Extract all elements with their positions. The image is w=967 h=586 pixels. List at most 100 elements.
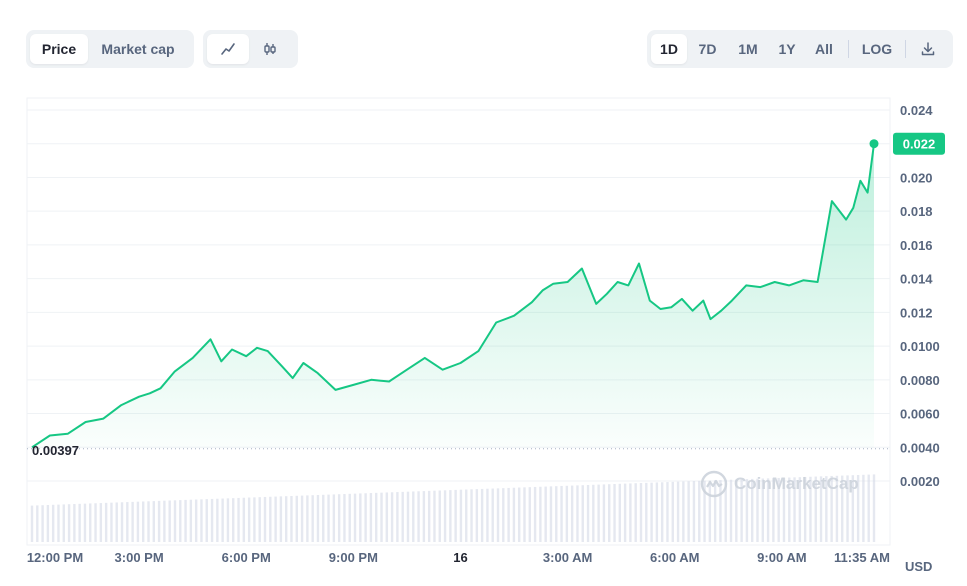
volume-bar [698, 480, 701, 542]
volume-bar [639, 483, 643, 542]
volume-bar [295, 495, 298, 542]
volume-bar [364, 493, 367, 542]
volume-bar [258, 497, 261, 542]
volume-bar [586, 484, 590, 542]
volume-bar [168, 500, 171, 542]
volume-bar [539, 486, 542, 542]
toolbar-divider [905, 40, 906, 58]
volume-bar [825, 476, 828, 542]
volume-bar [433, 490, 436, 542]
log-scale-button[interactable]: LOG [861, 41, 893, 57]
range-7d-button[interactable]: 7D [698, 41, 717, 57]
volume-bar [459, 489, 463, 542]
volume-bar [608, 484, 611, 542]
volume-bar [724, 479, 727, 542]
volume-bar [290, 495, 293, 542]
volume-bar [126, 502, 129, 542]
volume-bar [470, 489, 473, 542]
volume-bar [745, 479, 749, 542]
volume-bar [660, 482, 664, 542]
volume-bar [311, 495, 314, 542]
toolbar-divider [848, 40, 849, 58]
volume-bar [708, 480, 712, 542]
volume-bar [375, 492, 378, 542]
volume-bar [623, 483, 627, 542]
volume-bar [766, 478, 770, 542]
volume-bar [629, 483, 632, 542]
volume-bar [761, 478, 764, 542]
x-tick-label: 6:00 AM [650, 550, 699, 565]
y-tick-label: 0.0020 [900, 474, 940, 489]
range-1d-button[interactable]: 1D [651, 34, 687, 64]
range-all-button[interactable]: All [815, 41, 833, 57]
candlestick-button[interactable] [249, 34, 291, 64]
volume-bar [867, 474, 870, 542]
range-1y-button[interactable]: 1Y [778, 41, 796, 57]
volume-bar [576, 485, 579, 542]
volume-bar [62, 504, 65, 542]
current-price-badge [893, 132, 945, 155]
volume-bar [237, 497, 240, 542]
volume-bar [772, 478, 775, 542]
volume-bar [809, 476, 812, 542]
x-tick-label: 9:00 AM [757, 550, 806, 565]
volume-bar [814, 476, 817, 542]
volume-bar [142, 501, 145, 542]
watermark-text: CoinMarketCap [734, 474, 859, 493]
range-1m-button[interactable]: 1M [738, 41, 758, 57]
volume-bar [41, 505, 44, 542]
x-tick-label: 6:00 PM [222, 550, 271, 565]
download-button[interactable] [912, 34, 944, 64]
volume-bar [438, 490, 441, 542]
y-tick-label: 0.024 [900, 103, 933, 118]
volume-bar [104, 502, 108, 542]
market-cap-tab[interactable]: Market cap [101, 41, 175, 57]
volume-bar [57, 504, 60, 542]
volume-bar [380, 492, 383, 542]
volume-bar [803, 476, 807, 542]
volume-bar [216, 498, 219, 542]
volume-bar [242, 497, 246, 542]
volume-bar [359, 493, 362, 542]
volume-bar [692, 481, 696, 542]
volume-bar [555, 486, 558, 542]
volume-bar [835, 475, 839, 542]
y-tick-label: 0.0100 [900, 339, 940, 354]
volume-bar [412, 491, 415, 542]
line-chart-icon [221, 43, 235, 55]
current-price-label: 0.022 [903, 137, 936, 152]
volume-bar [422, 491, 426, 542]
volume-bar [253, 497, 256, 542]
volume-bar [676, 481, 680, 542]
volume-bar [67, 504, 71, 542]
volume-bar [51, 504, 55, 542]
candlestick-icon [264, 43, 276, 55]
open-price-label: 0.00397 [32, 443, 79, 458]
volume-bar [120, 502, 124, 542]
volume-bar [173, 500, 177, 542]
volume-bar [713, 480, 717, 542]
volume-bar [284, 496, 288, 542]
line-chart-button[interactable] [207, 34, 249, 64]
volume-bar [279, 496, 283, 542]
volume-bar [449, 490, 452, 542]
volume-bar [322, 494, 325, 542]
price-tab[interactable]: Price [30, 34, 88, 64]
volume-bar [36, 505, 39, 542]
volume-bar [385, 492, 389, 542]
current-price-dot[interactable] [869, 139, 879, 149]
volume-bar [194, 499, 198, 542]
volume-bar [269, 496, 272, 542]
volume-bar [263, 496, 267, 542]
y-tick-label: 0.0080 [900, 373, 940, 388]
volume-bar [560, 485, 563, 542]
volume-bar [777, 477, 780, 542]
volume-bar [147, 501, 150, 542]
x-tick-label: 12:00 PM [27, 550, 83, 565]
volume-bar [247, 497, 251, 542]
volume-bar [502, 488, 505, 542]
volume-bar [862, 474, 865, 542]
volume-bar [332, 494, 336, 542]
volume-bar [671, 481, 674, 542]
